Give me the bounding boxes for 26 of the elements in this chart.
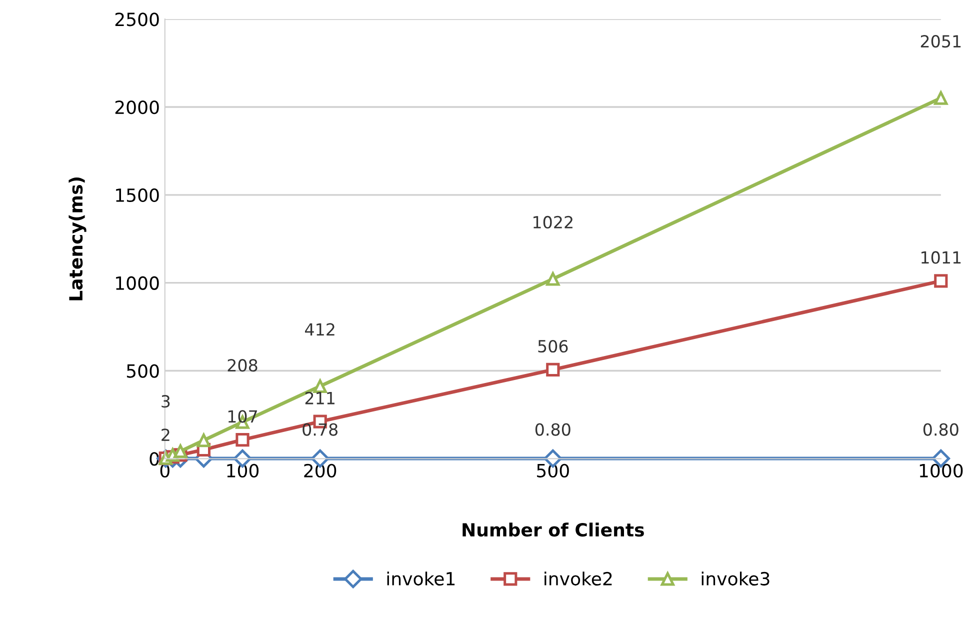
- y-tick-label: 2000: [115, 100, 159, 114]
- y-tick-label: 1500: [116, 188, 159, 202]
- legend-label: invoke1: [387, 572, 455, 586]
- data-label: 211: [305, 392, 334, 404]
- data-label: 2: [162, 428, 170, 441]
- data-label: 0.80: [535, 423, 570, 436]
- y-tick-label: 1000: [116, 276, 159, 290]
- x-tick-label: 100: [227, 464, 259, 478]
- legend-label: invoke2: [544, 572, 612, 586]
- data-label: 208: [228, 359, 258, 372]
- y-axis-title: Latency(ms): [68, 177, 86, 300]
- data-label: 3: [162, 395, 170, 408]
- x-tick-label: 1000: [920, 464, 963, 478]
- data-label: 1022: [534, 216, 572, 229]
- x-tick-label: 500: [537, 464, 569, 478]
- data-label: 506: [538, 340, 568, 353]
- data-label: 0.80: [923, 423, 958, 436]
- data-label: 0.78: [302, 423, 338, 436]
- y-tick-label: 2500: [115, 12, 159, 26]
- x-axis-title: Number of Clients: [462, 522, 644, 537]
- data-label: 412: [305, 323, 334, 336]
- data-label: 2051: [920, 34, 961, 48]
- y-tick-label: 500: [126, 364, 159, 378]
- data-label: 1011: [922, 251, 961, 264]
- legend-label: invoke3: [702, 572, 770, 586]
- x-tick-label: 200: [304, 464, 336, 478]
